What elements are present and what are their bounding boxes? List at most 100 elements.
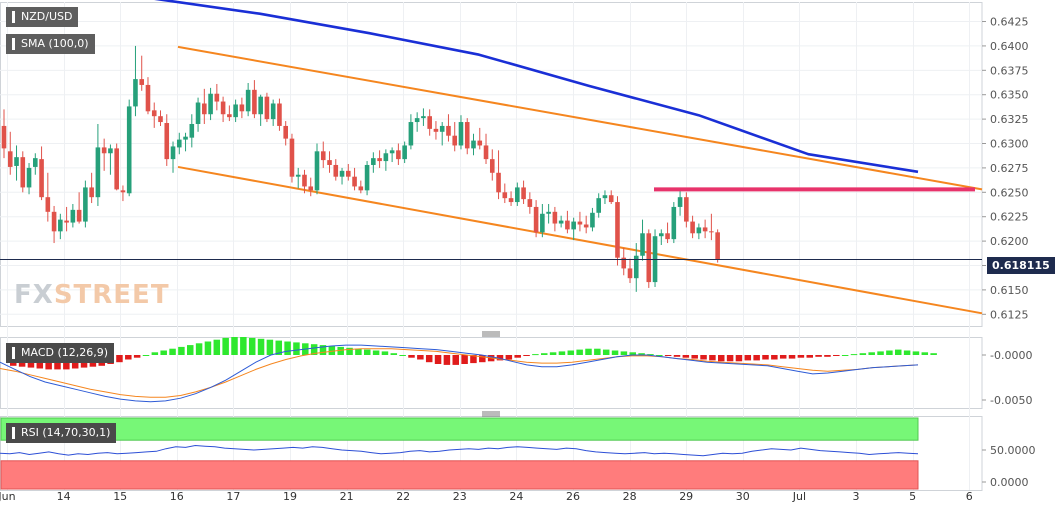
candle-down xyxy=(39,159,44,198)
candle-down xyxy=(120,190,126,193)
macd-histogram-bar xyxy=(133,355,141,358)
candle-down xyxy=(264,96,270,120)
candle-down xyxy=(702,227,708,232)
macd-histogram-bar xyxy=(541,353,548,355)
candle-up xyxy=(590,212,595,228)
macd-histogram-bar xyxy=(868,352,875,355)
sma-label[interactable]: SMA (100,0) xyxy=(6,34,95,54)
macd-histogram-bar xyxy=(576,349,583,355)
candle-up xyxy=(633,255,639,279)
x-tick-label: 29 xyxy=(679,490,693,503)
candle-up xyxy=(176,139,182,148)
macd-histogram-bar xyxy=(443,355,451,365)
candle-down xyxy=(684,197,689,222)
candle-down xyxy=(608,195,614,203)
macd-histogram-bar xyxy=(116,355,123,363)
macd-histogram-bar xyxy=(806,355,813,358)
macd-histogram-bar xyxy=(355,348,362,355)
macd-histogram-bar xyxy=(877,351,884,355)
candle-down xyxy=(283,125,288,139)
candle-down xyxy=(627,268,633,279)
y-tick-label: 0.6125 xyxy=(990,308,1029,321)
macd-histogram-bar xyxy=(558,351,566,355)
x-tick-label: 28 xyxy=(623,490,637,503)
candle-up xyxy=(95,147,101,198)
macd-line xyxy=(0,344,919,403)
candle-down xyxy=(151,110,157,117)
candle-down xyxy=(64,220,69,223)
x-tick-label: 17 xyxy=(226,490,240,503)
rsi-swatch xyxy=(12,427,15,439)
macd-histogram-bar xyxy=(903,350,911,355)
macd-histogram-bar xyxy=(461,355,468,364)
candle-down xyxy=(346,170,351,177)
y-tick-label: 0.6250 xyxy=(990,186,1029,199)
candle-down xyxy=(665,233,670,240)
y-tick-label: 0.6300 xyxy=(990,138,1029,151)
macd-histogram-bar xyxy=(523,355,530,356)
macd-histogram-bar xyxy=(656,355,663,356)
macd-histogram-bar xyxy=(629,352,636,355)
fxstreet-watermark: FXSTREET xyxy=(14,280,170,310)
candle-up xyxy=(408,122,414,146)
candle-up xyxy=(133,79,138,107)
candle-up xyxy=(414,118,420,123)
candle-down xyxy=(477,140,483,146)
macd-histogram-bar xyxy=(673,355,681,357)
candle-down xyxy=(45,197,51,212)
macd-histogram-bar xyxy=(169,348,176,355)
candle-down xyxy=(496,172,501,193)
macd-histogram-bar xyxy=(248,337,256,355)
current-price-tag: 0.618115 xyxy=(987,257,1055,274)
candle-down xyxy=(239,104,245,112)
candle-down xyxy=(715,232,720,260)
macd-histogram-bar xyxy=(594,348,601,355)
y-tick-label: 0.6400 xyxy=(990,40,1029,53)
macd-histogram-bar xyxy=(850,354,858,356)
candle-up xyxy=(258,96,263,115)
rsi-label[interactable]: RSI (14,70,30,1) xyxy=(6,423,117,443)
macd-histogram-bar xyxy=(425,355,433,363)
candle-up xyxy=(364,164,370,191)
y-tick-label: 0.6150 xyxy=(990,284,1029,297)
candle-down xyxy=(552,211,558,224)
x-tick-label: 15 xyxy=(113,490,127,503)
symbol-label[interactable]: NZD/USD xyxy=(6,7,79,27)
macd-histogram-bar xyxy=(638,353,645,355)
candle-up xyxy=(170,146,176,160)
candle-down xyxy=(227,114,232,118)
x-tick-label: 26 xyxy=(566,490,580,503)
candle-down xyxy=(158,116,163,123)
macd-histogram-bar xyxy=(664,355,672,356)
candle-down xyxy=(464,122,470,149)
candle-down xyxy=(302,174,307,187)
candle-down xyxy=(533,206,539,233)
channel-lower-line xyxy=(177,165,983,315)
macd-label[interactable]: MACD (12,26,9) xyxy=(6,343,115,363)
candle-up xyxy=(389,150,395,154)
candle-down xyxy=(1,125,7,149)
candle-up xyxy=(126,106,132,194)
macd-histogram-bar xyxy=(125,355,132,360)
candle-up xyxy=(245,89,251,112)
macd-histogram-bar xyxy=(328,346,336,355)
macd-histogram-bar xyxy=(726,355,734,362)
x-tick-label: Jul xyxy=(792,490,806,503)
candle-down xyxy=(333,164,339,177)
rsi-overbought-band xyxy=(0,417,919,441)
x-tick-label: 23 xyxy=(453,490,467,503)
candle-down xyxy=(289,138,295,177)
y-tick-label: 0.6325 xyxy=(990,113,1029,126)
y-tick-label: 0.6375 xyxy=(990,64,1029,77)
candle-up xyxy=(83,187,88,222)
candle-down xyxy=(583,224,589,228)
macd-histogram-bar xyxy=(390,353,398,355)
macd-histogram-bar xyxy=(310,344,318,355)
candle-up xyxy=(546,211,551,214)
candle-down xyxy=(483,145,489,160)
candle-up xyxy=(189,123,195,138)
macd-histogram-bar xyxy=(364,349,371,355)
candle-down xyxy=(446,125,451,136)
channel-upper-line xyxy=(177,45,983,191)
macd-histogram-bar xyxy=(532,354,539,356)
